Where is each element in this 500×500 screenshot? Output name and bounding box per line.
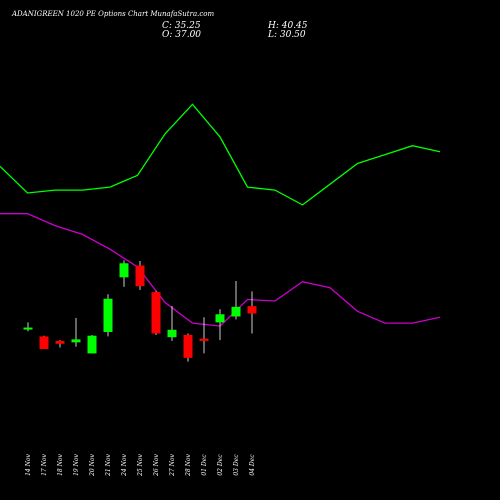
- x-tick-label: 18 Nov: [57, 453, 64, 475]
- x-tick-label: 01 Dec: [201, 454, 208, 476]
- candle: [119, 260, 129, 287]
- candle: [71, 317, 81, 347]
- candle: [23, 322, 33, 332]
- indicator-lines: [0, 103, 441, 327]
- candle: [135, 261, 145, 290]
- x-tick-label: 25 Nov: [137, 453, 144, 476]
- candle: [103, 294, 113, 337]
- x-axis-labels: 14 Nov 17 Nov 18 Nov 19 Nov 20 Nov 21 Nov 24 N…: [25, 453, 256, 476]
- chart-title: ADANIGREEN 1020 PE Options Chart MunafaS…: [12, 10, 215, 18]
- x-tick-label: 24 Nov: [121, 453, 128, 476]
- candle-body: [87, 335, 97, 354]
- candles: [23, 260, 257, 362]
- candle-body: [55, 340, 65, 344]
- high-value: H: 40.45: [268, 21, 308, 31]
- low-value: L: 30.50: [268, 30, 306, 40]
- x-tick-label: 03 Dec: [233, 454, 240, 476]
- candle: [39, 335, 49, 349]
- candle-body: [39, 336, 49, 349]
- candle-body: [215, 314, 225, 323]
- candle: [55, 340, 65, 348]
- x-tick-label: 14 Nov: [25, 453, 32, 475]
- x-tick-label: 26 Nov: [153, 453, 160, 476]
- candle-body: [151, 292, 161, 334]
- x-tick-label: 28 Nov: [185, 453, 192, 476]
- candle-body: [71, 339, 81, 343]
- indicator-line-1: [0, 103, 441, 206]
- x-tick-label: 27 Nov: [169, 453, 176, 476]
- candle: [231, 281, 241, 320]
- candle: [199, 317, 209, 354]
- x-tick-label: 02 Dec: [217, 454, 224, 476]
- x-tick-label: 20 Nov: [89, 453, 96, 476]
- candle-body: [119, 263, 129, 278]
- candle: [183, 333, 193, 362]
- candle-body: [103, 298, 113, 332]
- candle: [215, 309, 225, 341]
- candle-body: [167, 329, 177, 338]
- x-tick-label: 19 Nov: [73, 453, 80, 475]
- open-value: O: 37.00: [162, 30, 202, 40]
- candle-body: [231, 306, 241, 317]
- candle: [151, 291, 161, 335]
- candle-body: [23, 327, 33, 330]
- candle-body: [183, 334, 193, 358]
- candle: [247, 291, 257, 334]
- candle-body: [199, 338, 209, 341]
- close-value: C: 35.25: [162, 21, 201, 31]
- candle-body: [247, 306, 257, 314]
- x-tick-label: 04 Dec: [249, 454, 256, 476]
- candle: [167, 306, 177, 341]
- candle-body: [135, 265, 145, 287]
- x-tick-label: 17 Nov: [41, 453, 48, 475]
- candle: [87, 334, 97, 354]
- x-tick-label: 21 Nov: [105, 453, 112, 476]
